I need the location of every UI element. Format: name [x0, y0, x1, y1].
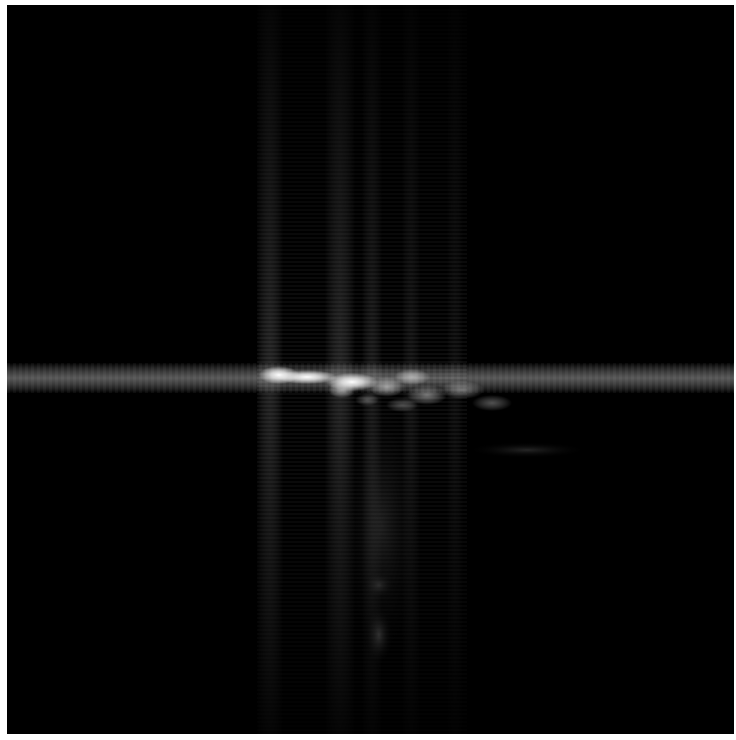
- bright-peaks: [259, 366, 512, 412]
- lower-texture: [342, 385, 587, 665]
- intensity-image: [7, 5, 734, 734]
- intensity-image-svg: [7, 5, 734, 734]
